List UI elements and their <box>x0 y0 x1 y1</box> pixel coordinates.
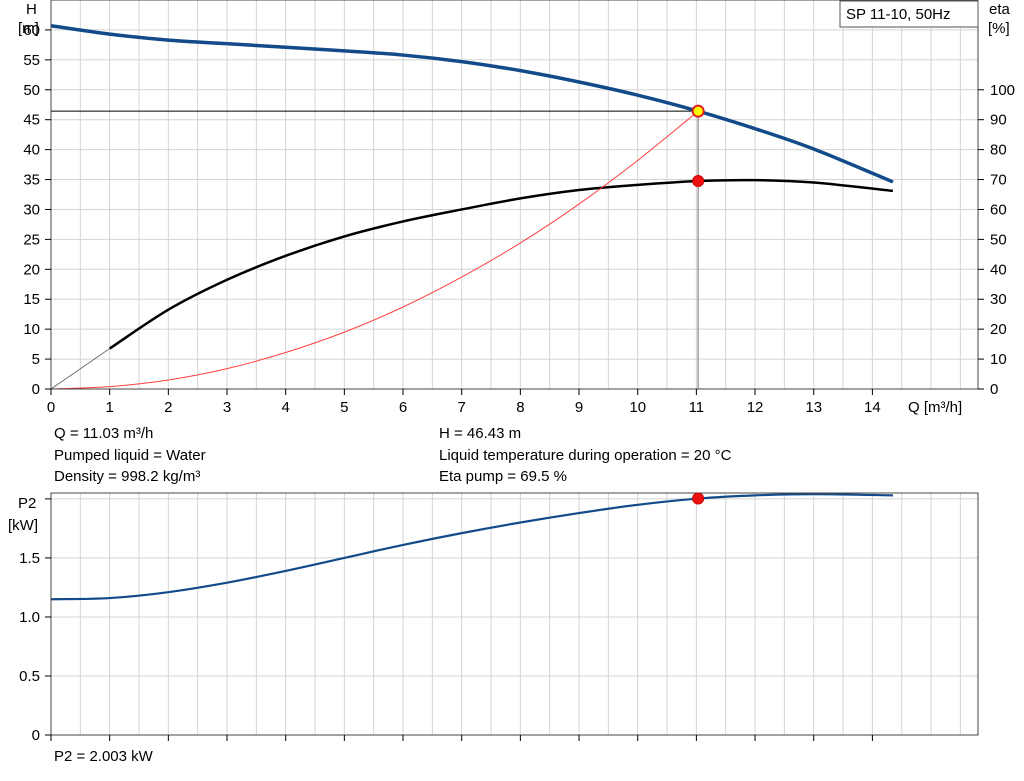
x-tick-label: 6 <box>399 399 407 416</box>
series-H-line <box>50 23 894 184</box>
operating-point-p2-marker <box>692 492 705 505</box>
y-tick-label: 20 <box>23 261 40 278</box>
p2-tick-label: 1.5 <box>19 550 40 567</box>
y2-axis-label-eta: eta <box>989 1 1011 18</box>
series-eta-line <box>108 178 894 350</box>
info-q: Q = 11.03 m³/h <box>54 425 154 442</box>
x-axis-label: Q [m³/h] <box>908 399 962 416</box>
top-chart-curves <box>50 23 894 390</box>
top-chart-points <box>691 104 705 188</box>
info-density: Density = 998.2 kg/m³ <box>54 468 201 485</box>
y2-tick-label: 100 <box>990 82 1015 99</box>
operating-point-eta-marker <box>692 175 705 188</box>
x-tick-label: 10 <box>629 399 646 416</box>
top-chart-axes: 0 1 2 3 4 5 6 7 8 9 10 11 12 13 14 Q [m³/h]051015202530… <box>18 0 1015 416</box>
series-P2-line <box>50 493 893 601</box>
y2-tick-label: 30 <box>990 291 1007 308</box>
y-tick-label: 55 <box>23 52 40 69</box>
x-tick-label: 4 <box>282 399 290 416</box>
bottom-plot-frame <box>50 492 979 736</box>
x-tick-label: 11 <box>689 399 705 416</box>
top-plot-frame <box>50 0 979 390</box>
info-eta: Eta pump = 69.5 % <box>439 468 567 485</box>
legend-box: SP 11-10, 50Hz <box>839 0 979 28</box>
x-tick-label: 3 <box>223 399 231 416</box>
y2-tick-label: 70 <box>990 172 1007 189</box>
series-system-curve-line <box>50 110 699 390</box>
p2-tick-label: 1.0 <box>19 609 40 626</box>
y2-tick-label: 80 <box>990 142 1007 159</box>
info-head: H = 46.43 m <box>439 425 522 442</box>
y-tick-label: 40 <box>23 142 40 159</box>
x-tick-label: 5 <box>340 399 348 416</box>
bottom-chart-axes: 0 0.5 1.0 1.5 P2 [kW] <box>8 492 979 744</box>
x-tick-label: 12 <box>747 399 764 416</box>
bottom-chart-grid <box>51 493 978 735</box>
info-liquid: Pumped liquid = Water <box>54 447 206 464</box>
x-tick-label: 7 <box>458 399 466 416</box>
bottom-chart-curves <box>50 493 893 601</box>
y2-tick-label: 50 <box>990 231 1007 248</box>
x-tick-label: 2 <box>164 399 172 416</box>
y2-tick-label: 20 <box>990 321 1007 338</box>
y-tick-label: 50 <box>23 82 40 99</box>
x-tick-label: 14 <box>864 399 881 416</box>
bottom-chart-points <box>692 492 705 505</box>
y-tick-label: 15 <box>23 291 40 308</box>
y-tick-label: 5 <box>32 351 40 368</box>
y2-axis-unit-eta: [%] <box>988 20 1010 37</box>
p2-tick-label: 0.5 <box>19 668 40 685</box>
operating-point-head-marker <box>691 104 705 118</box>
legend-title: SP 11-10, 50Hz <box>846 6 951 23</box>
x-tick-label: 8 <box>516 399 524 416</box>
info-temperature: Liquid temperature during operation = 20… <box>439 447 732 464</box>
x-tick-label: 9 <box>575 399 583 416</box>
y2-tick-label: 90 <box>990 112 1007 129</box>
y-tick-label: 0 <box>32 381 40 398</box>
y-tick-label: 35 <box>23 172 40 189</box>
y-tick-label: 45 <box>23 112 40 129</box>
y2-tick-label: 10 <box>990 351 1007 368</box>
top-chart-grid <box>51 0 978 389</box>
y2-tick-label: 40 <box>990 261 1007 278</box>
p2-axis-label: P2 <box>18 495 36 512</box>
y-axis-label-h: H <box>26 1 37 18</box>
p2-axis-unit: [kW] <box>8 517 38 534</box>
y2-tick-label: 60 <box>990 201 1007 218</box>
x-tick-label: 0 <box>47 399 55 416</box>
y-axis-unit-h: [m] <box>18 20 39 37</box>
y-tick-label: 60 <box>23 22 40 39</box>
y-tick-label: 30 <box>23 201 40 218</box>
p2-tick-label: 0 <box>32 727 40 744</box>
x-tick-label: 13 <box>805 399 822 416</box>
info-p2: P2 = 2.003 kW <box>54 748 153 765</box>
x-tick-label: 1 <box>105 399 113 416</box>
y-tick-label: 10 <box>23 321 40 338</box>
y2-tick-label: 0 <box>990 381 998 398</box>
series-eta-extrapolation-line <box>50 348 110 390</box>
y-tick-label: 25 <box>23 231 40 248</box>
